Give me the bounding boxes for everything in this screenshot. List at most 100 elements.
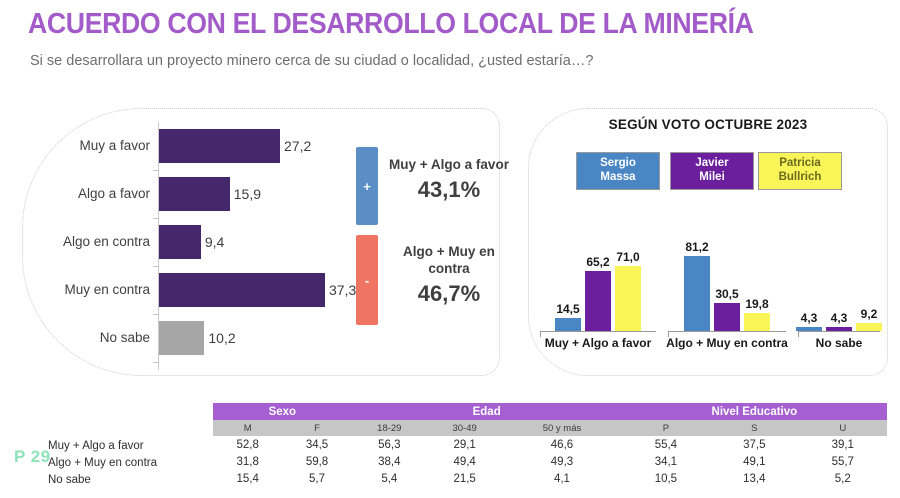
- hbar-row: Muy a favor 27,2: [22, 122, 342, 170]
- table-cell: 15,4: [236, 472, 259, 485]
- table-cell: 55,7: [831, 455, 854, 468]
- vbar-bar: [744, 312, 770, 331]
- table-cell: 52,8: [236, 438, 259, 451]
- positive-summary-chip: +: [356, 147, 378, 225]
- table-sub-header: 18-29: [351, 420, 427, 436]
- table-sub-header: M: [213, 420, 283, 436]
- vbar-baseline: [668, 331, 786, 332]
- vbar-group-tick: [668, 331, 669, 337]
- footer-row-labels: Muy + Algo a favor Algo + Muy en contra No…: [48, 438, 213, 489]
- legend-sergio-massa: Sergio Massa: [576, 152, 660, 190]
- vbar-value-label: 9,2: [860, 306, 878, 321]
- hbar-bar: [159, 225, 201, 259]
- table-cell: 59,8: [305, 455, 329, 468]
- table-cell: 5,4: [381, 472, 398, 485]
- vbar-bar: [714, 302, 740, 331]
- footer-row-label: No sabe: [48, 474, 91, 486]
- vbar-bar: [555, 317, 581, 331]
- hbar-value-label: 15,9: [233, 186, 261, 202]
- table-cell: 49,3: [550, 455, 574, 468]
- table-sub-header-row: M F 18-29 30-49 50 y más P S U: [213, 420, 887, 436]
- vbar-value-label: 4,3: [800, 311, 818, 326]
- positive-summary-label: Muy + Algo a favor: [389, 157, 509, 172]
- vbar-value-label: 19,8: [745, 296, 769, 311]
- table-group-header: Sexo: [213, 403, 352, 420]
- hbar-axis-tick: [153, 218, 159, 219]
- legend-patricia-bullrich: Patricia Bullrich: [758, 152, 842, 190]
- hbar-axis-tick: [153, 170, 159, 171]
- table-cell: 10,5: [654, 472, 678, 485]
- right-panel-title: SEGÚN VOTO OCTUBRE 2023: [608, 117, 808, 132]
- hbar-row: No sabe 10,2: [22, 314, 342, 362]
- table-cell: 46,6: [550, 438, 574, 451]
- vbar-category-label: Algo + Muy en contra: [666, 336, 788, 350]
- legend-bullrich-line1: Patricia: [779, 157, 821, 170]
- table-sub-header: 50 y más: [502, 420, 622, 436]
- table-body: 52,8 34,5 56,3 29,1 46,6 55,4 37,5 39,1 31,8 59,8…: [213, 436, 887, 487]
- hbar-value-label: 27,2: [284, 138, 312, 154]
- vbar-value-label: 30,5: [715, 286, 739, 301]
- table-cell: 55,4: [654, 438, 678, 451]
- vbar-value-label: 71,0: [616, 249, 640, 264]
- vbar-category-label: Muy + Algo a favor: [544, 336, 652, 350]
- table-group-header: Nivel Educativo: [621, 403, 887, 420]
- table-cell: 34,5: [305, 438, 329, 451]
- vbar-bar: [585, 271, 611, 331]
- vbar-category-label: No sabe: [815, 336, 863, 350]
- hbar-bar: [159, 273, 325, 307]
- legend-javier-milei: Javier Milei: [670, 152, 754, 190]
- table-cell: 4,1: [553, 472, 570, 485]
- positive-summary-value: 43,1%: [417, 176, 481, 202]
- table-cell: 37,5: [743, 438, 766, 451]
- table-row: 31,8 59,8 38,4 49,4 49,3 34,1 49,1 55,7: [213, 453, 887, 470]
- hbar-value-label: 9,4: [204, 234, 225, 250]
- legend-bullrich-line2: Bullrich: [778, 171, 822, 183]
- table-row: 15,4 5,7 5,4 21,5 4,1 10,5 13,4 5,2: [213, 470, 887, 487]
- table-cell: 31,8: [236, 455, 259, 468]
- legend-milei-line2: Milei: [699, 171, 725, 183]
- hbar-category-label: Algo a favor: [77, 186, 150, 202]
- vbar-bar: [684, 256, 710, 331]
- vbar-value-label: 81,2: [685, 240, 709, 255]
- hbar-axis-tick: [153, 314, 159, 315]
- hbar-row: Algo a favor 15,9: [22, 170, 342, 218]
- hbar-value-label: 10,2: [208, 330, 236, 346]
- negative-summary-text: Algo + Muy en contra 46,7%: [384, 244, 514, 307]
- negative-summary-chip: -: [356, 235, 378, 325]
- vbar-group: 81,2 30,5 19,8 Algo + Muy en contra: [662, 238, 792, 350]
- vbar-value-label: 14,5: [556, 301, 580, 316]
- table-group-header-row: Sexo Edad Nivel Educativo: [213, 403, 887, 420]
- vbar-bar: [856, 322, 882, 331]
- table-sub-header: F: [282, 420, 352, 436]
- hbar-bar: [159, 177, 230, 211]
- table-sub-header: P: [621, 420, 711, 436]
- legend-massa-line2: Massa: [600, 171, 636, 183]
- table-cell: 39,1: [831, 438, 854, 451]
- negative-summary-label: Algo + Muy en contra: [403, 244, 495, 276]
- table-group-header: Edad: [351, 403, 622, 420]
- breakdown-table: Sexo Edad Nivel Educativo M F 18-29 30-49 50 y…: [213, 403, 887, 487]
- hbar-row: Algo en contra 9,4: [22, 218, 342, 266]
- vbar-value-label: 4,3: [830, 311, 848, 326]
- vbar-bar: [615, 265, 641, 331]
- table-sub-header: S: [710, 420, 799, 436]
- footer-row-label: Algo + Muy en contra: [48, 457, 157, 469]
- table-cell: 29,1: [453, 438, 476, 451]
- page-subtitle: Si se desarrollara un proyecto minero ce…: [30, 53, 594, 69]
- table-cell: 21,5: [453, 472, 476, 485]
- negative-summary-value: 46,7%: [417, 280, 481, 306]
- table-sub-header: 30-49: [426, 420, 503, 436]
- positive-summary-text: Muy + Algo a favor 43,1%: [384, 157, 514, 203]
- legend-massa-line1: Sergio: [600, 157, 636, 170]
- horizontal-bar-chart: Muy a favor 27,2 Algo a favor 15,9 Algo en c…: [22, 112, 356, 374]
- hbar-category-label: Muy en contra: [64, 282, 150, 298]
- legend-milei-line1: Javier: [695, 157, 729, 170]
- table-cell: 49,1: [743, 455, 766, 468]
- vbar-group-tick: [540, 331, 541, 337]
- vbar-bar: [796, 327, 822, 331]
- table-cell: 5,7: [309, 472, 326, 485]
- hbar-bar: [159, 321, 205, 355]
- table-sub-header: U: [798, 420, 887, 436]
- table-row: 52,8 34,5 56,3 29,1 46,6 55,4 37,5 39,1: [213, 436, 887, 453]
- hbar-category-label: No sabe: [99, 330, 150, 346]
